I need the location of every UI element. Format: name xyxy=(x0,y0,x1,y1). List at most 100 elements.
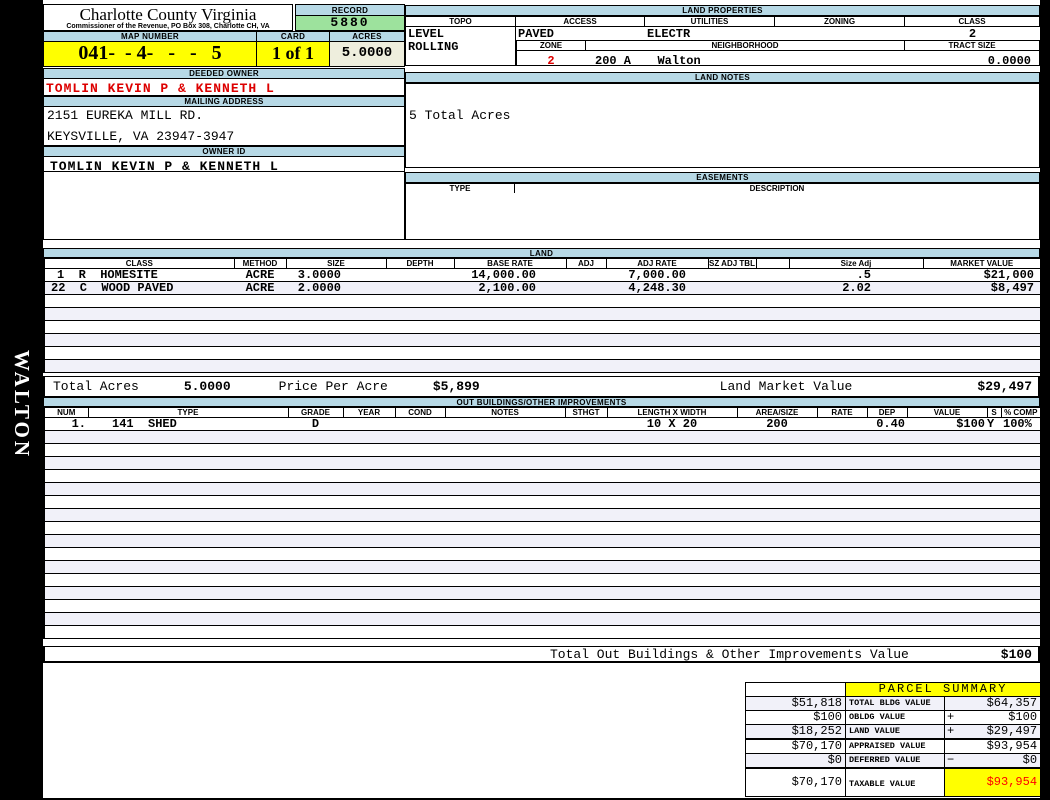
col-year: YEAR xyxy=(342,407,396,418)
cell-depth xyxy=(386,281,454,295)
cell-grade: D xyxy=(288,417,343,431)
prior-deferred: $0 xyxy=(745,753,846,769)
land-properties-values: LEVEL ROLLING PAVED ELECTR 2 ZONE NEIGHB… xyxy=(405,27,1040,68)
col-grade: GRADE xyxy=(287,407,344,418)
land-table-header: CLASS METHOD SIZE DEPTH BASE RATE ADJ AD… xyxy=(43,258,1042,269)
out-building-row: 1. 141 SHED D 10 X 20 200 0.40 $100 Y 10… xyxy=(44,417,1041,431)
owner-id-label: OWNER ID xyxy=(43,146,405,157)
card-label: CARD xyxy=(257,31,330,42)
col-class: CLASS xyxy=(43,258,235,269)
neighborhood-value-cell: 200 A Walton xyxy=(585,51,905,68)
col-adj: ADJ xyxy=(565,258,607,269)
summary-row-taxable: $70,170 TAXABLE VALUE $93,954 xyxy=(745,767,1042,797)
empty-row xyxy=(44,430,1041,444)
label-appraised: APPRAISED VALUE xyxy=(845,738,945,754)
easements-box xyxy=(405,193,1040,240)
utilities-label: UTILITIES xyxy=(645,16,775,27)
prior-total-bldg: $51,818 xyxy=(745,696,846,711)
col-adj-rate: ADJ RATE xyxy=(605,258,709,269)
cell-dep: 0.40 xyxy=(867,417,907,431)
op-obldg: + xyxy=(944,710,959,725)
cell-num: 1. xyxy=(44,417,88,431)
neighborhood-code: 200 A xyxy=(595,54,632,68)
label-land: LAND VALUE xyxy=(845,724,945,740)
taxable-value: $93,954 xyxy=(943,767,1042,797)
out-buildings-table: NUM TYPE GRADE YEAR COND NOTES STHGT LEN… xyxy=(43,407,1042,639)
class-label: CLASS xyxy=(905,16,1040,27)
cell-size: 3.0000 xyxy=(286,268,386,282)
out-buildings-section-label: OUT BUILDINGS/OTHER IMPROVEMENTS xyxy=(43,397,1040,407)
op-appraised xyxy=(944,738,959,754)
cell-market-value: $8,497 xyxy=(923,281,1041,295)
land-note-text: 5 Total Acres xyxy=(409,108,511,123)
cell-pct-comp: 100% xyxy=(1001,417,1041,431)
cell-s: Y xyxy=(987,417,1001,431)
owner-id-value: TOMLIN KEVIN P & KENNETH L xyxy=(43,157,405,174)
summary-row-land: $18,252 LAND VALUE + $29,497 xyxy=(745,724,1042,740)
col-notes: NOTES xyxy=(444,407,566,418)
empty-row xyxy=(44,307,1041,321)
op-deferred: − xyxy=(944,753,959,769)
cell-method: ACRE xyxy=(234,268,286,282)
owner-notes-box xyxy=(43,172,405,240)
zoning-label: ZONING xyxy=(775,16,905,27)
land-row: 1 R HOMESITE ACRE 3.0000 14,000.00 7,000… xyxy=(44,268,1041,282)
cell-class: 1 R HOMESITE xyxy=(44,268,234,282)
empty-row xyxy=(44,482,1041,496)
prior-appraised: $70,170 xyxy=(745,738,846,754)
county-header-box: Charlotte County Virginia Commissioner o… xyxy=(43,4,293,31)
cell-year xyxy=(343,417,395,431)
cell-area-size: 200 xyxy=(737,417,817,431)
topo-label: TOPO xyxy=(405,16,516,27)
empty-row xyxy=(44,547,1041,561)
prior-obldg: $100 xyxy=(745,710,846,725)
zone-value: 2 xyxy=(547,54,555,68)
col-size-adj: Size Adj xyxy=(788,258,924,269)
empty-row xyxy=(44,534,1041,548)
label-obldg: OBLDG VALUE xyxy=(845,710,945,725)
topo-value-box: LEVEL ROLLING xyxy=(405,27,516,66)
neighborhood-name: Walton xyxy=(657,54,701,68)
col-rate: RATE xyxy=(816,407,868,418)
empty-row xyxy=(44,625,1041,639)
tract-size-value-cell: 0.0000 xyxy=(904,51,1040,68)
value-land: $29,497 xyxy=(958,724,1042,740)
mailing-address-label: MAILING ADDRESS xyxy=(43,96,405,107)
acres-label: ACRES xyxy=(330,31,405,42)
deeded-owner-label: DEEDED OWNER xyxy=(43,68,405,79)
cell-rate xyxy=(817,417,867,431)
cell-size-adj: .5 xyxy=(789,268,923,282)
empty-row xyxy=(44,612,1041,626)
total-acres-value: 5.0000 xyxy=(183,379,231,394)
cell-blank xyxy=(756,268,789,282)
empty-row xyxy=(44,495,1041,509)
cell-sz-adj-tbl xyxy=(708,268,756,282)
label-taxable: TAXABLE VALUE xyxy=(845,767,945,797)
col-method: METHOD xyxy=(233,258,287,269)
record-label: RECORD xyxy=(295,4,405,16)
cell-length-width: 10 X 20 xyxy=(607,417,737,431)
utilities-value: ELECTR xyxy=(647,27,691,41)
land-section-label: LAND xyxy=(43,248,1040,258)
col-num: NUM xyxy=(43,407,89,418)
empty-row xyxy=(44,469,1041,483)
col-value: VALUE xyxy=(906,407,988,418)
cell-adj xyxy=(566,281,606,295)
cell-size: 2.0000 xyxy=(286,281,386,295)
neighborhood-label: NEIGHBORHOOD xyxy=(585,40,905,51)
address-line-1: 2151 EUREKA MILL RD. xyxy=(47,108,204,123)
col-s: S xyxy=(986,407,1002,418)
empty-row xyxy=(44,294,1041,308)
empty-row xyxy=(44,346,1041,360)
parcel-summary-title-row: PARCEL SUMMARY xyxy=(745,682,1042,697)
empty-row xyxy=(44,443,1041,457)
map-number-label: MAP NUMBER xyxy=(43,31,257,42)
address-line-2: KEYSVILLE, VA 23947-3947 xyxy=(47,129,235,144)
card-value: 1 of 1 xyxy=(257,42,330,67)
summary-row-deferred: $0 DEFERRED VALUE − $0 xyxy=(745,753,1042,769)
access-label: ACCESS xyxy=(516,16,645,27)
total-acres-label: Total Acres xyxy=(53,379,139,394)
col-market-value: MARKET VALUE xyxy=(922,258,1042,269)
empty-row xyxy=(44,521,1041,535)
